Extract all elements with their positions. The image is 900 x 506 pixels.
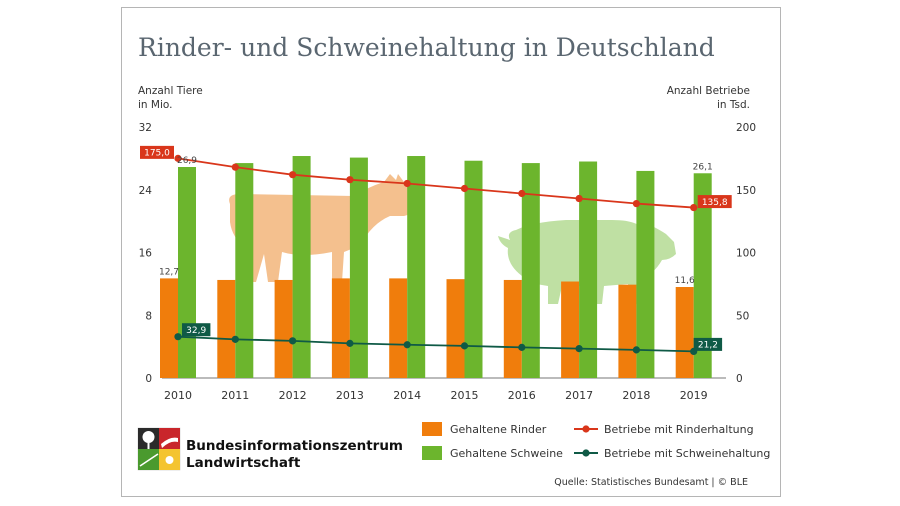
right-y-tick-label: 100 — [736, 248, 756, 260]
bar-label-cattle: 12,7 — [159, 267, 179, 277]
left-y-tick-label: 24 — [139, 185, 153, 197]
pig-farms-point — [231, 335, 239, 343]
bar-pigs — [636, 170, 655, 378]
cattle-farms-point — [403, 179, 411, 188]
legend-swatch-pig-bar — [422, 446, 442, 460]
bar-pigs — [178, 167, 196, 378]
bar-cattle — [160, 278, 178, 378]
bar-cattle — [503, 279, 522, 378]
logo-line1: Bundesinformationszentrum — [186, 438, 403, 454]
right-axis-title-line1: Anzahl Betriebe — [667, 85, 750, 97]
source-note: Quelle: Statistisches Bundesamt | © BLE — [554, 477, 748, 488]
x-tick-label: 2011 — [221, 389, 249, 402]
line-label-cattle: 135,8 — [702, 198, 728, 208]
bar-cattle — [217, 279, 236, 378]
chart-card: Rinder- und Schweinehaltung in Deutschla… — [121, 7, 781, 497]
legend-label-pig-line: Betriebe mit Schweinehaltung — [604, 447, 770, 460]
bar-label-pigs: 26,1 — [693, 162, 713, 172]
x-tick-label: 2019 — [680, 389, 708, 402]
legend-swatch-cattle-bar — [422, 422, 442, 436]
bar-label-pigs: 26,9 — [177, 156, 197, 166]
pig-farms-point — [289, 337, 297, 345]
cattle-farms-point — [460, 184, 469, 193]
legend-marker-pig-line — [582, 449, 590, 457]
bar-pigs — [464, 160, 483, 378]
cattle-farms-point — [690, 203, 698, 212]
legend-label-cattle-bar: Gehaltene Rinder — [450, 423, 547, 436]
pig-farms-point — [346, 339, 354, 347]
bar-cattle — [389, 278, 408, 378]
bar-pigs — [235, 163, 254, 378]
left-y-tick-label: 0 — [145, 373, 152, 385]
left-y-tick-label: 32 — [139, 122, 152, 134]
x-tick-label: 2018 — [622, 389, 650, 402]
right-axis-title-line2: in Tsd. — [717, 99, 750, 111]
legend-label-pig-bar: Gehaltene Schweine — [450, 447, 563, 460]
bar-pigs — [579, 161, 598, 378]
x-tick-label: 2010 — [164, 389, 192, 402]
bar-cattle — [561, 281, 580, 378]
left-y-tick-label: 8 — [145, 310, 152, 322]
bar-pigs — [407, 156, 426, 378]
x-tick-label: 2012 — [279, 389, 307, 402]
legend-marker-cattle-line — [582, 425, 590, 433]
line-label-pigs-box — [182, 323, 211, 337]
pig-farms-point — [575, 345, 583, 353]
cattle-farms-line — [177, 157, 694, 209]
cattle-farms-point — [575, 194, 583, 203]
line-label-pigs: 32,9 — [186, 326, 206, 336]
left-axis-title-line1: Anzahl Tiere — [138, 85, 203, 97]
pig-farms-line — [177, 335, 694, 353]
right-y-tick-label: 50 — [736, 310, 749, 322]
chart-svg: Rinder- und Schweinehaltung in Deutschla… — [137, 33, 770, 488]
cattle-farms-point — [346, 176, 354, 184]
bar-cattle — [618, 284, 637, 378]
bar-cattle — [446, 279, 465, 378]
bar-pigs — [292, 156, 311, 378]
line-label-cattle: 175,0 — [144, 149, 170, 159]
bar-pigs — [693, 173, 712, 378]
pig-farms-point — [518, 343, 526, 351]
line-label-pigs-box — [693, 337, 723, 351]
bar-pigs — [349, 157, 368, 378]
cattle-farms-point — [231, 163, 239, 171]
right-y-ticks: 0 50 100 150 200 — [736, 122, 756, 385]
bar-label-cattle: 11,6 — [675, 276, 695, 286]
x-tick-label: 2013 — [336, 389, 364, 402]
bar-cattle — [331, 278, 350, 378]
chart-title: Rinder- und Schweinehaltung in Deutschla… — [138, 33, 715, 62]
x-tick-label: 2017 — [565, 389, 593, 402]
pig-farms-point — [632, 346, 640, 354]
bars-group — [160, 156, 712, 378]
cattle-farms-point — [518, 189, 526, 198]
x-tick-label: 2014 — [393, 389, 421, 402]
x-tick-label: 2015 — [451, 389, 479, 402]
right-y-tick-label: 200 — [736, 122, 756, 134]
line-label-cattle-box — [140, 145, 174, 159]
cattle-farms-point — [289, 171, 297, 179]
legend-label-cattle-line: Betriebe mit Rinderhaltung — [604, 423, 754, 436]
bar-pigs — [521, 163, 540, 378]
cattle-farms-point — [174, 154, 182, 162]
bzl-logo-icon — [137, 427, 181, 471]
line-label-pigs: 21,2 — [698, 341, 718, 351]
right-y-tick-label: 150 — [736, 185, 756, 197]
lines-group — [174, 154, 698, 355]
right-y-tick-label: 0 — [736, 373, 743, 385]
pig-farms-point — [174, 333, 182, 341]
x-tick-label: 2016 — [508, 389, 536, 402]
pig-farms-point — [460, 342, 469, 350]
cow-silhouette-icon — [229, 174, 414, 282]
left-axis-title-line2: in Mio. — [138, 99, 172, 111]
pig-farms-point — [403, 341, 411, 349]
data-labels-group: 12,7 11,6 26,9 26,1 175,0 135,8 32,9 21,2 — [140, 145, 732, 351]
logo-line2: Landwirtschaft — [186, 455, 301, 471]
line-label-cattle-box — [697, 195, 732, 209]
left-y-ticks: 0 8 16 24 32 — [139, 122, 153, 385]
x-ticks: 2010 2011 2012 2013 2014 2015 2016 2017 2018 2019 — [164, 389, 708, 402]
left-y-tick-label: 16 — [139, 248, 153, 260]
cattle-farms-point — [632, 199, 640, 208]
bar-cattle — [274, 279, 293, 378]
bar-cattle — [675, 287, 694, 378]
